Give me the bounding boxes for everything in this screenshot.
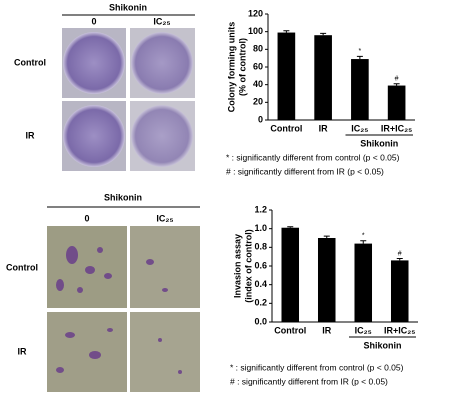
significance-mark: # [398, 250, 402, 257]
group-label: Shikonin [364, 340, 402, 350]
x-tick-label: IC₂₅ [355, 325, 372, 335]
bar [317, 238, 336, 322]
y-tick-label: 0 [258, 114, 263, 124]
row-label: IR [18, 346, 28, 356]
x-tick-label: IR [322, 325, 332, 335]
group-label: Shikonin [360, 138, 398, 148]
panel-header: Shikonin [109, 2, 147, 12]
footnote: * : significantly different from control… [230, 362, 404, 372]
y-axis-label: (% of control) [237, 38, 247, 96]
column-label: IC₂₅ [153, 16, 170, 26]
bar [351, 59, 369, 120]
y-tick-label: 60 [253, 61, 263, 71]
x-tick-label: Control [274, 325, 306, 335]
x-tick-label: IR+IC₂₅ [384, 325, 415, 335]
footnote: * : significantly different from control… [226, 152, 400, 162]
y-tick-label: 0.8 [254, 242, 267, 252]
significance-mark: # [395, 76, 399, 83]
significance-mark: * [359, 48, 362, 55]
y-tick-label: 40 [253, 79, 263, 89]
error-bar [320, 32, 327, 36]
y-tick-label: 0.4 [254, 279, 267, 289]
bar [277, 32, 296, 120]
column-label: 0 [91, 16, 96, 26]
y-tick-label: 0.0 [254, 316, 267, 326]
error-bar [356, 55, 363, 60]
y-tick-label: 100 [248, 26, 263, 36]
footnote: # : significantly different from IR (p <… [230, 376, 388, 386]
bar [390, 260, 409, 322]
y-tick-label: 120 [248, 8, 263, 18]
y-tick-label: 0.6 [254, 260, 267, 270]
significance-mark: * [362, 233, 365, 240]
error-bar [287, 226, 294, 228]
colony-photos [62, 28, 195, 171]
y-tick-label: 0.2 [254, 298, 267, 308]
row-label: Control [6, 262, 38, 272]
error-bar [393, 83, 400, 86]
panel-header: Shikonin [104, 192, 142, 202]
y-tick-label: 1.0 [254, 223, 267, 233]
error-bar [360, 240, 367, 244]
y-axis-label: (index of control) [243, 229, 253, 303]
bar [314, 35, 332, 121]
y-tick-label: 1.2 [254, 204, 267, 214]
row-label: IR [26, 130, 36, 140]
y-tick-label: 80 [253, 44, 263, 54]
x-tick-label: Control [270, 123, 302, 133]
bar [281, 227, 300, 322]
column-label: 0 [84, 213, 89, 223]
bar [387, 85, 406, 120]
x-tick-label: IR+IC₂₅ [381, 123, 412, 133]
bar [354, 243, 373, 322]
y-axis-label: Invasion assay [232, 234, 242, 298]
invasion-photos [47, 226, 200, 392]
x-tick-label: IC₂₅ [351, 123, 368, 133]
x-tick-label: IR [319, 123, 329, 133]
error-bar [396, 258, 403, 261]
column-label: IC₂₅ [156, 213, 173, 223]
footnote: # : significantly different from IR (p <… [226, 166, 384, 176]
y-axis-label: Colony forming units [226, 22, 236, 113]
y-tick-label: 20 [253, 97, 263, 107]
error-bar [283, 30, 290, 33]
row-label: Control [14, 57, 46, 67]
error-bar [323, 235, 330, 238]
